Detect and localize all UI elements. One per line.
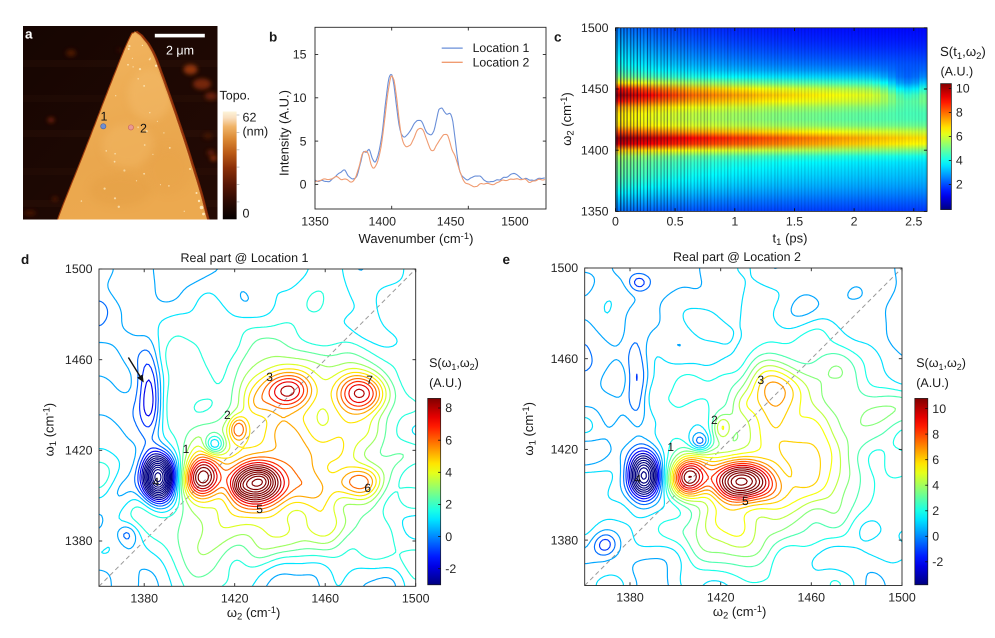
svg-text:Wavenumber (cm-1): Wavenumber (cm-1) [359,231,474,246]
svg-text:1500: 1500 [581,21,609,35]
svg-text:S(t1,ω2): S(t1,ω2) [940,44,986,62]
svg-text:c: c [554,30,562,45]
svg-text:3: 3 [266,370,273,384]
svg-text:1380: 1380 [616,591,644,605]
svg-text:2: 2 [851,215,858,229]
svg-text:1460: 1460 [311,592,339,606]
svg-text:0: 0 [300,178,307,192]
svg-text:b: b [269,30,277,45]
svg-text:4: 4 [635,472,642,486]
svg-text:(A.U.): (A.U.) [429,376,462,390]
svg-text:1460: 1460 [65,353,93,367]
svg-text:0: 0 [612,215,619,229]
svg-text:5: 5 [742,494,749,508]
svg-text:Real part @ Location 1: Real part @ Location 1 [180,251,308,265]
svg-text:1: 1 [731,215,738,229]
svg-text:Real part @ Location 2: Real part @ Location 2 [673,250,801,264]
svg-text:1500: 1500 [888,591,916,605]
svg-text:6: 6 [445,433,452,447]
svg-text:S(ω1,ω2): S(ω1,ω2) [916,356,966,372]
svg-text:10: 10 [932,402,946,416]
svg-text:t1 (ps): t1 (ps) [773,231,808,249]
svg-text:6: 6 [932,453,939,467]
svg-text:2: 2 [932,504,939,518]
svg-text:Topo.: Topo. [220,89,251,103]
svg-text:S(ω1,ω2): S(ω1,ω2) [429,356,479,372]
svg-text:1400: 1400 [369,215,397,229]
svg-text:1450: 1450 [581,82,609,96]
svg-text:1500: 1500 [551,261,579,275]
svg-text:1.5: 1.5 [786,215,803,229]
svg-text:62: 62 [243,111,257,125]
svg-text:0: 0 [445,530,452,544]
svg-text:4: 4 [445,466,452,480]
svg-text:15: 15 [293,48,307,62]
svg-text:1420: 1420 [551,443,579,457]
svg-text:1400: 1400 [581,143,609,157]
svg-text:7: 7 [366,373,373,387]
svg-text:1460: 1460 [551,352,579,366]
svg-text:10: 10 [293,91,307,105]
svg-text:1450: 1450 [437,215,465,229]
svg-text:2: 2 [445,498,452,512]
svg-text:1: 1 [183,442,190,456]
svg-text:10: 10 [956,82,970,96]
svg-text:1420: 1420 [65,444,93,458]
svg-text:1500: 1500 [65,262,93,276]
svg-text:6: 6 [364,481,371,495]
svg-text:1: 1 [101,110,108,124]
svg-text:a: a [25,27,33,42]
svg-text:1500: 1500 [501,215,529,229]
svg-text:2.5: 2.5 [905,215,922,229]
svg-text:Location 2: Location 2 [473,55,530,69]
svg-text:8: 8 [445,401,452,415]
svg-text:(nm): (nm) [243,125,269,139]
svg-text:5: 5 [300,134,307,148]
svg-text:6: 6 [956,130,963,144]
svg-text:1500: 1500 [402,592,430,606]
svg-text:5: 5 [256,502,263,516]
svg-text:Intensity (A.U.): Intensity (A.U.) [277,90,292,176]
svg-text:d: d [21,252,29,267]
svg-text:4: 4 [956,154,963,168]
svg-text:3: 3 [758,373,765,387]
svg-text:2: 2 [224,408,231,422]
svg-text:4: 4 [932,478,939,492]
svg-text:1380: 1380 [551,533,579,547]
svg-text:2 μm: 2 μm [166,44,194,58]
svg-text:4: 4 [153,475,160,489]
svg-text:2: 2 [956,178,963,192]
svg-text:-2: -2 [932,555,943,569]
svg-text:2: 2 [140,122,147,136]
svg-text:2: 2 [711,413,718,427]
svg-text:1380: 1380 [65,534,93,548]
svg-text:1350: 1350 [581,205,609,219]
svg-text:1380: 1380 [130,592,158,606]
svg-text:Location 1: Location 1 [473,41,530,55]
svg-text:1350: 1350 [301,215,329,229]
svg-text:0: 0 [243,207,250,221]
svg-text:e: e [503,252,511,267]
svg-text:8: 8 [956,106,963,120]
svg-text:0.5: 0.5 [666,215,683,229]
svg-text:-2: -2 [445,562,456,576]
svg-text:1460: 1460 [798,591,826,605]
svg-text:8: 8 [932,427,939,441]
svg-text:1420: 1420 [707,591,735,605]
svg-text:0: 0 [932,530,939,544]
svg-text:1: 1 [667,440,674,454]
svg-text:(A.U.): (A.U.) [916,376,949,390]
svg-text:1420: 1420 [221,592,249,606]
svg-text:(A.U.): (A.U.) [941,65,974,79]
